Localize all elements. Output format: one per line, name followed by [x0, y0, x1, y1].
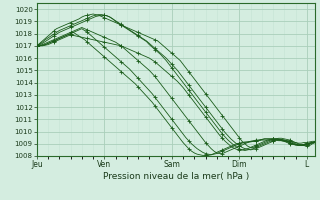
X-axis label: Pression niveau de la mer( hPa ): Pression niveau de la mer( hPa )	[103, 172, 249, 181]
